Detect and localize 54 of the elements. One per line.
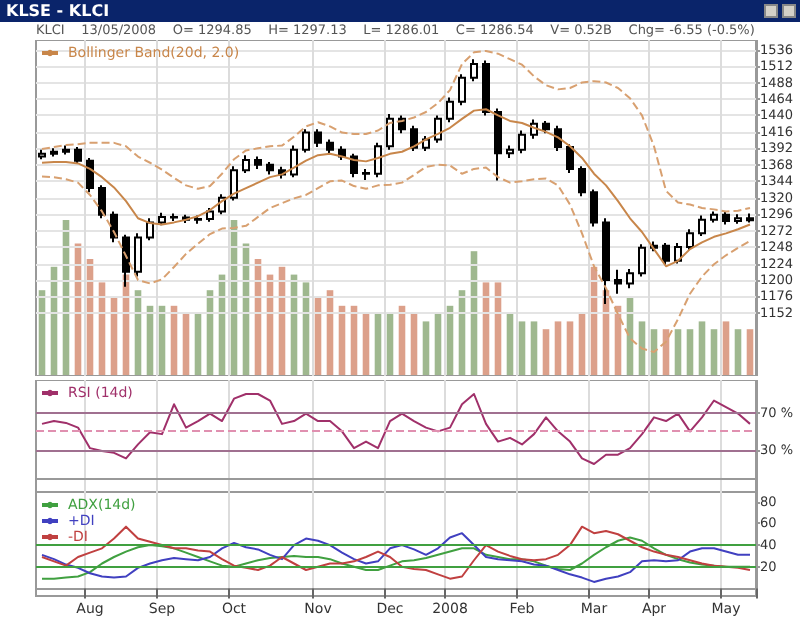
candlestick xyxy=(146,217,154,242)
candlestick xyxy=(446,96,454,124)
candlestick xyxy=(434,114,442,144)
candlestick xyxy=(542,119,550,135)
candlestick xyxy=(458,73,466,107)
candlestick xyxy=(506,144,514,159)
candlestick xyxy=(614,268,622,295)
candlestick xyxy=(746,212,754,224)
chart-title: KLSE - KLCI xyxy=(0,0,800,22)
line-series xyxy=(41,49,751,213)
candlestick xyxy=(62,144,70,156)
candlestick xyxy=(206,207,214,223)
bar xyxy=(554,321,562,376)
candlestick xyxy=(158,211,166,227)
candlestick xyxy=(98,184,106,220)
candlestick xyxy=(482,59,490,117)
candlestick xyxy=(326,138,334,155)
bar xyxy=(518,321,526,376)
candlestick xyxy=(734,213,742,225)
line-series xyxy=(41,108,751,268)
candlestick xyxy=(242,154,250,175)
candlestick xyxy=(38,148,46,161)
candlestick xyxy=(134,232,142,278)
candlestick xyxy=(254,155,262,170)
candlestick xyxy=(710,210,718,224)
bar xyxy=(698,321,706,376)
bar xyxy=(722,321,730,376)
candlestick xyxy=(638,243,646,278)
candlestick xyxy=(290,144,298,179)
candlestick xyxy=(578,165,586,198)
candlestick xyxy=(626,268,634,290)
candlestick xyxy=(386,113,394,151)
candlestick xyxy=(170,212,178,223)
candlestick xyxy=(470,58,478,83)
candlestick xyxy=(266,161,274,176)
candlestick xyxy=(518,129,526,155)
candlestick xyxy=(86,156,94,194)
candlestick xyxy=(314,128,322,148)
candlestick xyxy=(74,145,82,165)
candlestick xyxy=(302,128,310,154)
candlestick xyxy=(722,211,730,226)
bar xyxy=(422,321,430,376)
candlestick xyxy=(590,188,598,228)
candlestick xyxy=(698,214,706,238)
candlestick xyxy=(686,228,694,251)
candlestick xyxy=(362,167,370,181)
candlestick xyxy=(662,241,670,266)
candlestick xyxy=(566,143,574,175)
candlestick xyxy=(230,165,238,202)
bar xyxy=(530,321,538,376)
candlestick xyxy=(50,147,58,158)
candlestick xyxy=(494,107,502,182)
candlestick xyxy=(374,141,382,179)
bar xyxy=(566,321,574,376)
